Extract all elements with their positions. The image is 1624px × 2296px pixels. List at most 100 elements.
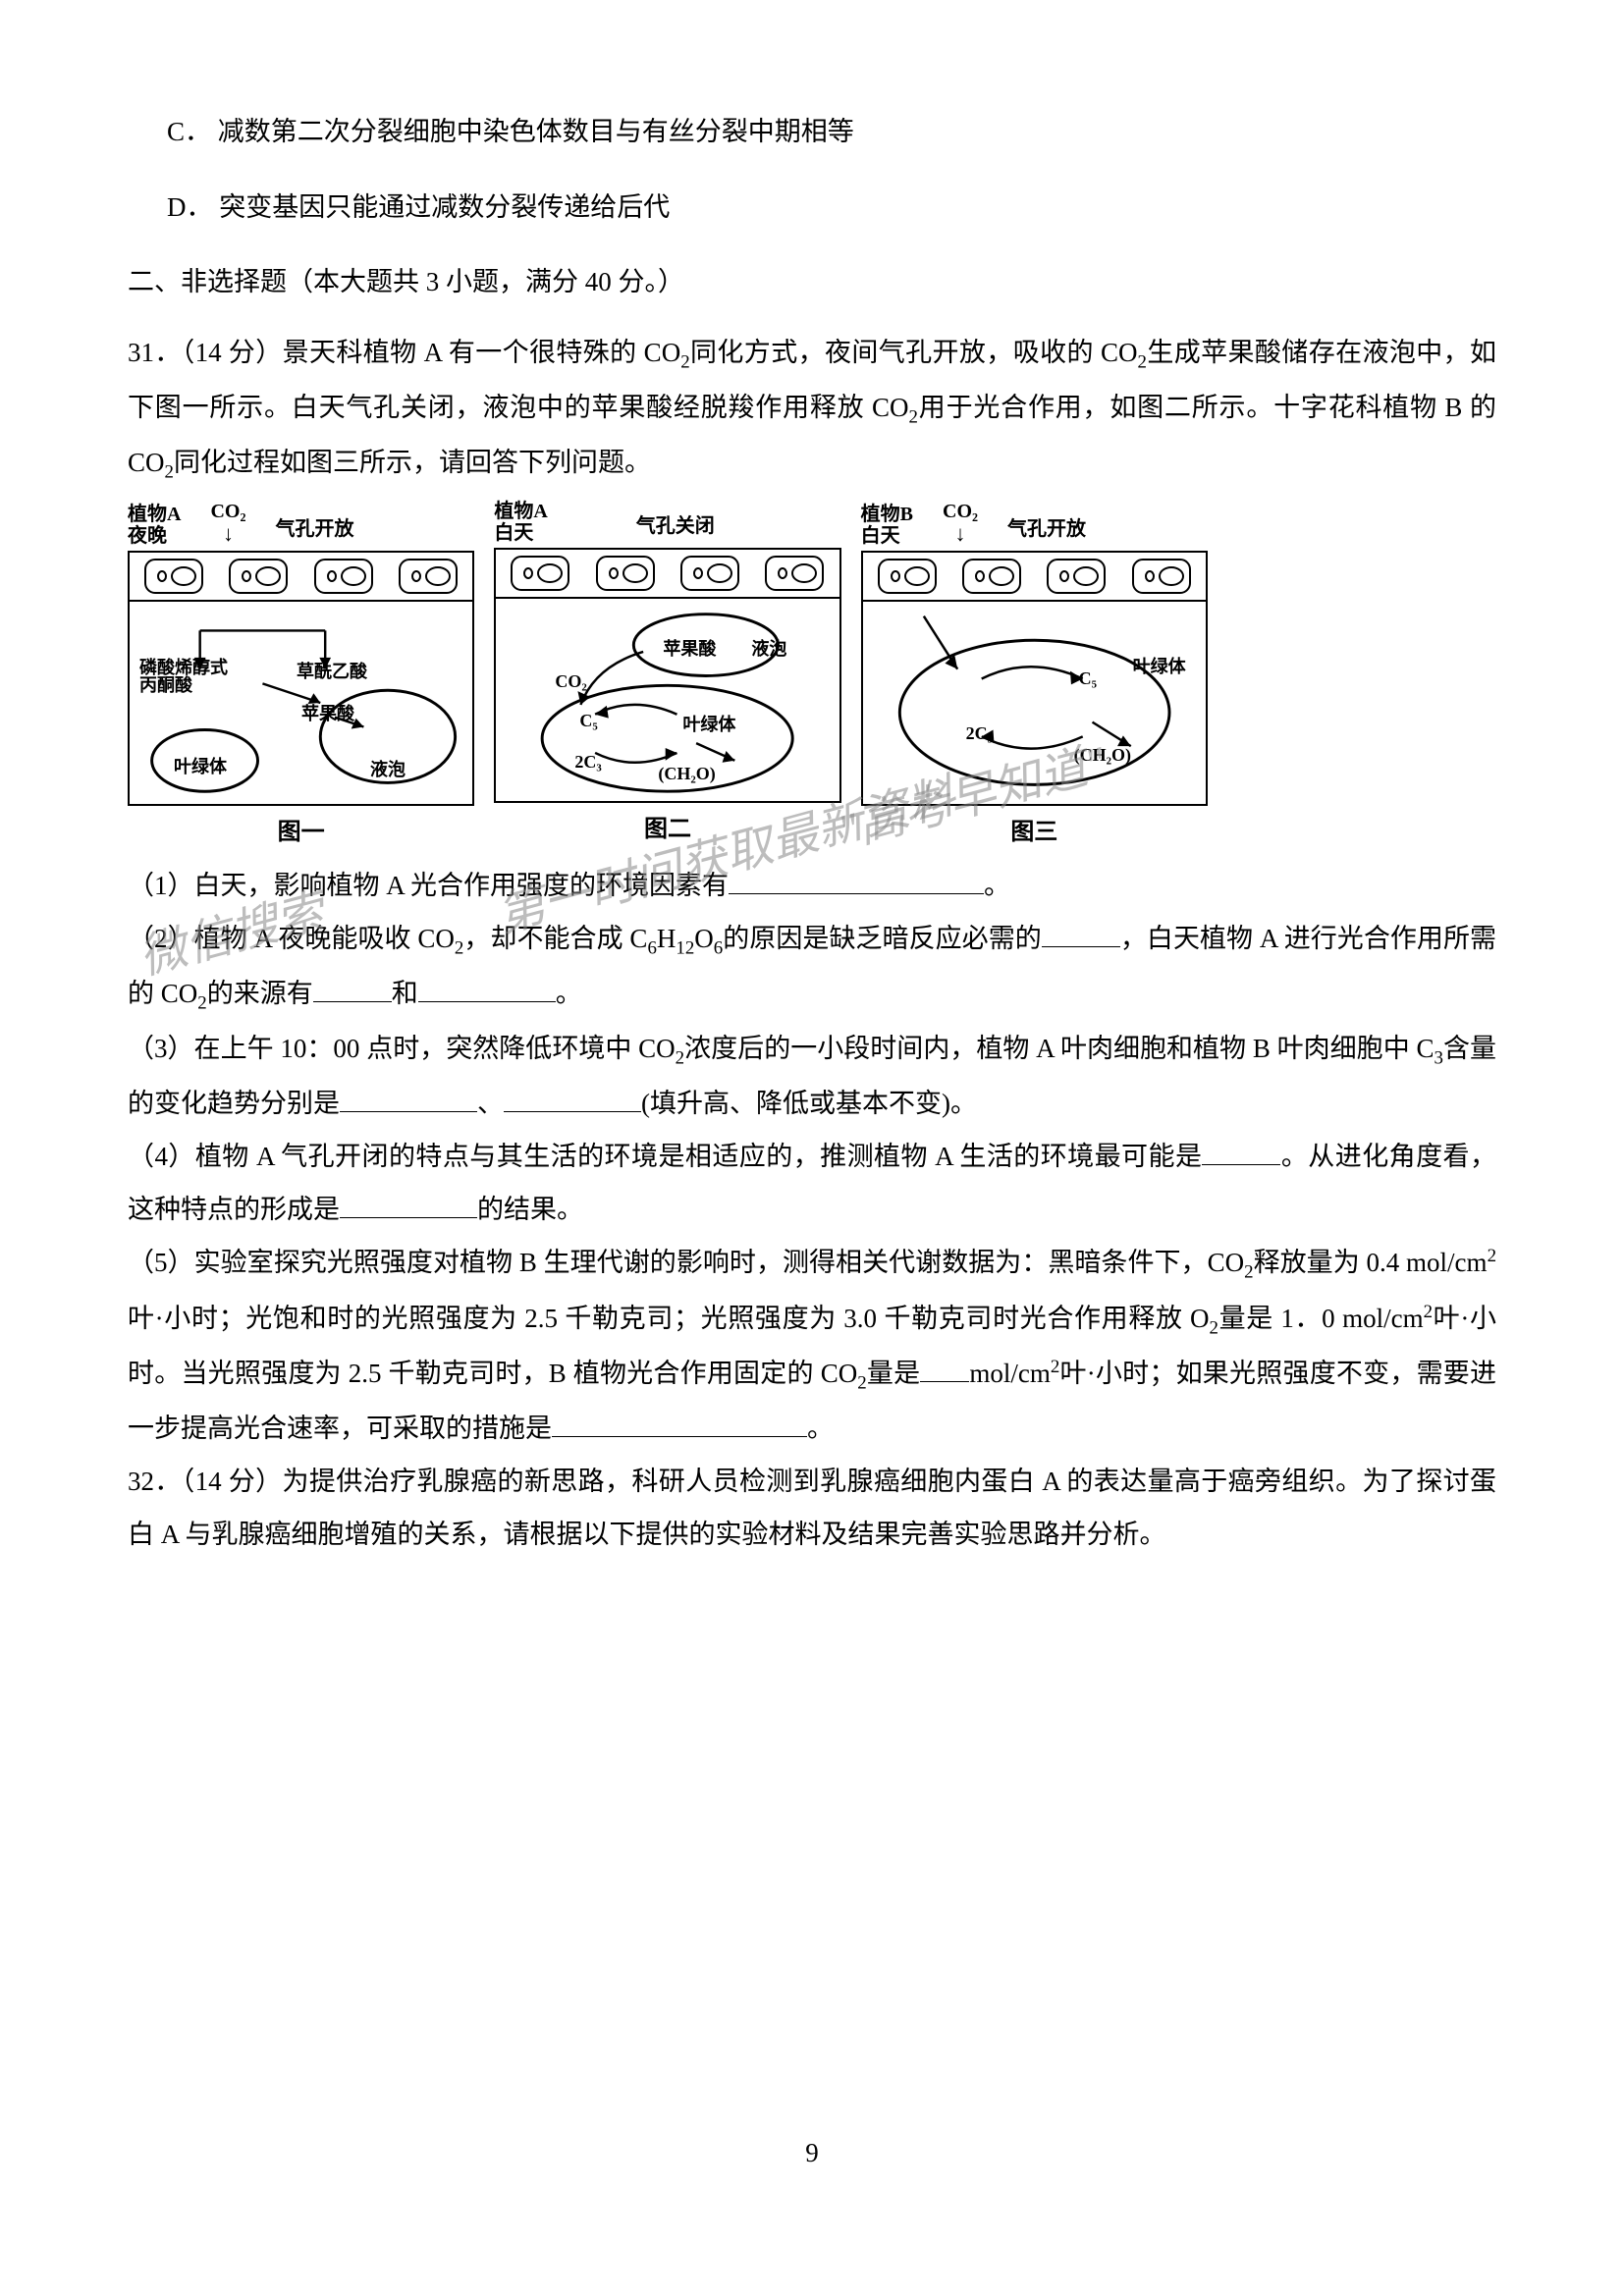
sub-2: 2 <box>680 351 689 372</box>
p1-co2: CO₂ <box>210 501 245 522</box>
page-number: 9 <box>0 2138 1624 2168</box>
p1-stomata: 气孔开放 <box>275 511 353 547</box>
q31-sub5-a: （5）实验室探究光照强度对植物 B 生理代谢的影响时，测得相关代谢数据为：黑暗条… <box>128 1248 1244 1277</box>
sub-2: 2 <box>909 406 918 427</box>
p3-title-a: 植物B <box>861 504 913 525</box>
p1-label4: 叶绿体 <box>174 751 227 782</box>
p1-label1b: 丙酮酸 <box>139 676 228 694</box>
p3-label1: C₅ <box>1079 663 1097 694</box>
figure-container: "高考早知道" 第一时间获取最新资料 微信搜索 植物A 夜晚 CO₂ ↓ 气孔开… <box>128 501 1208 853</box>
sub-2: 2 <box>1138 351 1147 372</box>
option-d: D． 突变基因只能通过减数分裂传递给后代 <box>167 184 1496 232</box>
p2-stomata: 气孔关闭 <box>636 508 715 544</box>
q31-sub4-a: （4）植物 A 气孔开闭的特点与其生活的环境是相适应的，推测植物 A 生活的环境… <box>128 1142 1202 1171</box>
p2-caption: 图二 <box>494 809 840 851</box>
panel-2: 植物A 白天 气孔关闭 <box>494 501 840 853</box>
blank <box>1202 1139 1280 1165</box>
q31-sub3-e: (填升高、降低或基本不变)。 <box>641 1089 977 1118</box>
p3-label4: (CH₂O) <box>1074 739 1131 771</box>
blank <box>920 1356 969 1382</box>
q31-sub2-e: 的原因是缺乏暗反应必需的 <box>723 924 1042 953</box>
figure-panels: 植物A 夜晚 CO₂ ↓ 气孔开放 <box>128 501 1208 853</box>
p3-caption: 图三 <box>861 812 1208 854</box>
q31-intro-e: 同化过程如图三所示，请回答下列问题。 <box>174 448 651 477</box>
blank <box>313 976 392 1002</box>
q31-points: （14 分） <box>182 338 283 367</box>
option-c-text: 减数第二次分裂细胞中染色体数目与有丝分裂中期相等 <box>218 117 854 146</box>
q31-sub5-g: mol/cm <box>969 1359 1051 1388</box>
p2-label2: CO₂ <box>555 666 586 697</box>
q31-sub1-b: 。 <box>984 871 1010 900</box>
q31-sub2-g: 的来源有 <box>207 979 313 1008</box>
q31-sub2: （2）植物 A 夜晚能吸收 CO2，却不能合成 C6H12O6的原因是缺乏暗反应… <box>128 912 1496 1022</box>
p1-cells <box>128 551 474 600</box>
q31-sub1-a: （1）白天，影响植物 A 光合作用强度的环境因素有 <box>128 871 729 900</box>
p2-title-b: 白天 <box>494 522 547 544</box>
p2-label1b: 液泡 <box>751 633 786 665</box>
p1-main-box: 磷酸烯醇式 丙酮酸 草酰乙酸 苹果酸 叶绿体 液泡 <box>128 600 474 806</box>
q31-number: 31． <box>128 338 182 367</box>
p2-label6: (CH₂O) <box>658 758 715 789</box>
p1-label5: 液泡 <box>370 754 406 785</box>
p3-main-box: C₅ 2C₃ 叶绿体 (CH₂O) <box>861 600 1208 806</box>
blank <box>504 1086 641 1112</box>
q31-intro-a: 景天科植物 A 有一个很特殊的 CO <box>283 338 681 367</box>
section-2-header: 二、非选择题（本大题共 3 小题，满分 40 分。） <box>128 258 1496 306</box>
p3-label2: 2C₃ <box>966 718 993 749</box>
p1-title-a: 植物A <box>128 504 181 525</box>
p3-co2: CO₂ <box>943 501 978 522</box>
panel-3: 植物B 白天 CO₂ ↓ 气孔开放 <box>861 501 1208 853</box>
panel-1-header: 植物A 夜晚 CO₂ ↓ 气孔开放 <box>128 501 474 546</box>
q31-sub5-b: 释放量为 0.4 mol/cm <box>1254 1248 1488 1277</box>
q31-sub1: （1）白天，影响植物 A 光合作用强度的环境因素有 。 <box>128 859 1496 912</box>
p2-label3: C₅ <box>579 705 597 736</box>
sub-2: 2 <box>165 462 174 483</box>
p1-label1: 磷酸烯醇式 <box>139 659 228 676</box>
p1-caption: 图一 <box>128 812 474 854</box>
blank <box>552 1411 807 1437</box>
q31-sub5-c: 叶·小时；光饱和时的光照强度为 2.5 千勒克司；光照强度为 3.0 千勒克司时… <box>128 1304 1210 1333</box>
option-d-letter: D． <box>167 192 213 222</box>
q31-sub3: （3）在上午 10：00 点时，突然降低环境中 CO2浓度后的一小段时间内，植物… <box>128 1022 1496 1130</box>
panel-1: 植物A 夜晚 CO₂ ↓ 气孔开放 <box>128 501 474 853</box>
q31-sub5-d: 量是 1．0 mol/cm <box>1218 1304 1424 1333</box>
option-c-letter: C． <box>167 117 211 146</box>
page-content: C． 减数第二次分裂细胞中染色体数目与有丝分裂中期相等 D． 突变基因只能通过减… <box>0 0 1624 1620</box>
q31-sub3-a: （3）在上午 10：00 点时，突然降低环境中 CO <box>128 1034 676 1063</box>
p2-main-box: 苹果酸 液泡 CO₂ C₅ 2C₃ 叶绿体 (CH₂O) <box>494 597 840 803</box>
q31-intro-b: 同化方式，夜间气孔开放，吸收的 CO <box>690 338 1138 367</box>
blank <box>340 1192 477 1218</box>
q31-sub2-d: O <box>694 924 714 953</box>
q31-sub5-i: 。 <box>807 1414 834 1443</box>
blank <box>418 976 556 1002</box>
p1-label2: 草酰乙酸 <box>297 656 367 687</box>
q31-sub2-a: （2）植物 A 夜晚能吸收 CO <box>128 924 455 953</box>
p2-label5: 叶绿体 <box>682 709 735 740</box>
q32-number: 32． <box>128 1467 182 1496</box>
q31-sub4-c: 的结果。 <box>477 1195 583 1224</box>
p3-diagram <box>863 602 1206 804</box>
p3-label3: 叶绿体 <box>1133 651 1186 682</box>
blank <box>729 868 984 894</box>
blank <box>1042 921 1120 947</box>
q31-sub2-i: 。 <box>556 979 582 1008</box>
q31-sub4: （4）植物 A 气孔开闭的特点与其生活的环境是相适应的，推测植物 A 生活的环境… <box>128 1130 1496 1236</box>
panel-3-header: 植物B 白天 CO₂ ↓ 气孔开放 <box>861 501 1208 546</box>
q31-sub2-b: ，却不能合成 C <box>463 924 647 953</box>
p2-label4: 2C₃ <box>574 746 601 777</box>
option-d-text: 突变基因只能通过减数分裂传递给后代 <box>219 192 670 222</box>
q31-sub2-c: H <box>657 924 677 953</box>
q31-sub5: （5）实验室探究光照强度对植物 B 生理代谢的影响时，测得相关代谢数据为：黑暗条… <box>128 1236 1496 1455</box>
p3-title-b: 白天 <box>861 525 913 547</box>
q32-body: 32．（14 分）为提供治疗乳腺癌的新思路，科研人员检测到乳腺癌细胞内蛋白 A … <box>128 1455 1496 1561</box>
q31-sub3-d: 、 <box>477 1089 504 1118</box>
blank <box>340 1086 477 1112</box>
q31-sub3-b: 浓度后的一小段时间内，植物 A 叶肉细胞和植物 B 叶肉细胞中 C <box>684 1034 1434 1063</box>
p2-cells <box>494 548 840 597</box>
p3-cells <box>861 551 1208 600</box>
panel-2-header: 植物A 白天 气孔关闭 <box>494 501 840 544</box>
p2-label1: 苹果酸 <box>663 633 716 665</box>
q32-points: （14 分） <box>182 1467 283 1496</box>
q31-sub5-f: 量是 <box>867 1359 921 1388</box>
q31-intro: 31．（14 分）景天科植物 A 有一个很特殊的 CO2同化方式，夜间气孔开放，… <box>128 326 1496 492</box>
